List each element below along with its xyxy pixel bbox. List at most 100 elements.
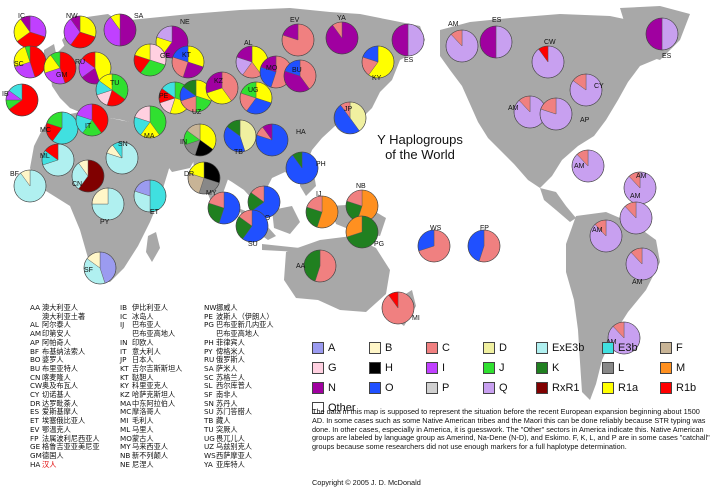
pie-cy: CY bbox=[569, 73, 604, 107]
abbreviation-row: ET 埃塞俄比亚人 bbox=[30, 416, 100, 426]
pie-label: BF bbox=[10, 171, 19, 178]
abbreviation-row: IC 冰岛人 bbox=[120, 312, 182, 322]
abbreviation-row: CY 切诺基人 bbox=[30, 390, 100, 400]
legend-label: O bbox=[385, 382, 394, 394]
abbreviation-row: KZ 哈萨克斯坦人 bbox=[120, 390, 182, 400]
abbreviation-row: SU 苏门答腊人 bbox=[204, 408, 274, 417]
pie-outline bbox=[103, 13, 137, 47]
abbreviation-code: EV bbox=[30, 424, 40, 434]
pie-outline bbox=[607, 321, 641, 355]
abbreviation-code: AA bbox=[30, 303, 41, 312]
legend-swatch bbox=[602, 342, 614, 354]
legend-swatch bbox=[536, 342, 548, 354]
legend-item-c: C bbox=[426, 342, 450, 354]
abbreviation-name: 西萨摩亚人 bbox=[216, 450, 252, 460]
abbreviation-name: 澳大利亚土著 bbox=[42, 311, 86, 321]
abbreviation-code: NE bbox=[120, 459, 130, 469]
abbreviation-name: 俄罗斯人 bbox=[216, 355, 245, 365]
abbreviation-name: 巴布亚新几内亚人 bbox=[216, 320, 274, 330]
legend-item-i: I bbox=[426, 362, 445, 374]
pie-sc: SC bbox=[13, 45, 47, 79]
pie-outline bbox=[325, 21, 359, 55]
abbreviation-name: 西尔库普人 bbox=[216, 381, 252, 391]
abbreviation-code: MO bbox=[120, 433, 132, 443]
pie-am: AM bbox=[571, 149, 605, 183]
pie-outline bbox=[41, 143, 75, 177]
pie-label: JP bbox=[344, 106, 353, 113]
map-title-line1: Y Haplogroups bbox=[377, 132, 463, 147]
legend-swatch bbox=[369, 362, 381, 374]
pie-label: SC bbox=[14, 61, 24, 68]
abbreviation-name: 爱斯基摩人 bbox=[42, 407, 78, 417]
legend-label: Q bbox=[499, 382, 508, 394]
pie-outline bbox=[571, 149, 605, 183]
pie-am: AM bbox=[623, 171, 657, 205]
abbreviation-row: RU 俄罗斯人 bbox=[204, 356, 274, 365]
abbreviation-code: YA bbox=[204, 459, 213, 469]
pie-outline bbox=[361, 45, 395, 79]
pie-outline bbox=[333, 101, 367, 135]
pie-outline bbox=[381, 291, 415, 325]
abbreviation-code: SA bbox=[204, 363, 214, 373]
pie-label: AM bbox=[508, 105, 519, 112]
legend-item-d: D bbox=[483, 342, 507, 354]
abbreviation-column-3: NW 挪威人 PE 波斯人（伊朗人） PG 巴布亚新几内亚人 巴布亚高地人 PH 菲律宾人 PY 俾… bbox=[204, 303, 274, 469]
pie-kz: KZ bbox=[205, 71, 239, 105]
pie-py: PY bbox=[91, 187, 125, 226]
pie-outline bbox=[5, 83, 39, 117]
pie-outline bbox=[531, 45, 565, 79]
abbreviation-code: NW bbox=[204, 303, 217, 312]
abbreviation-name: 蒙古人 bbox=[132, 433, 154, 443]
pie-outline bbox=[619, 201, 653, 235]
legend-swatch bbox=[312, 342, 324, 354]
abbreviation-name: 吉尔吉斯斯坦人 bbox=[132, 363, 183, 373]
abbreviation-name: 婆罗人 bbox=[42, 355, 64, 365]
abbreviation-code: PH bbox=[204, 337, 214, 347]
pie-label: SF bbox=[84, 267, 93, 274]
legend-label: N bbox=[328, 382, 336, 394]
abbreviation-code: MC bbox=[120, 407, 132, 417]
pie-ij: IJ bbox=[305, 191, 339, 229]
pie-label: MI bbox=[412, 315, 420, 322]
pie-outline bbox=[63, 15, 97, 49]
pie-outline bbox=[75, 103, 109, 137]
pie-sf: SF bbox=[83, 251, 117, 285]
abbreviation-row: MY 马来西亚人 bbox=[120, 443, 182, 452]
pie-am: AM bbox=[625, 247, 659, 286]
abbreviation-name: 波斯人（伊朗人） bbox=[216, 311, 274, 321]
legend-item-exe3b: ExE3b bbox=[536, 342, 584, 354]
legend-swatch bbox=[536, 382, 548, 394]
abbreviation-row: TU 突厥人 bbox=[204, 425, 274, 435]
pie-bf: BF bbox=[10, 169, 47, 203]
pie-label: IJ bbox=[316, 191, 321, 198]
abbreviation-row: UG 畏兀儿人 bbox=[204, 433, 274, 444]
abbreviation-code: JP bbox=[120, 355, 127, 365]
pie-outline bbox=[303, 249, 337, 283]
abbreviation-row: JP 日本人 bbox=[120, 356, 182, 365]
pie-ha: HA bbox=[255, 123, 306, 157]
pie-outline bbox=[445, 29, 479, 63]
legend-swatch bbox=[536, 362, 548, 374]
pie-cn: CN bbox=[71, 159, 105, 193]
pie-label: WS bbox=[430, 225, 442, 232]
abbreviation-code: AM bbox=[30, 329, 42, 339]
abbreviation-row: KT 吉尔吉斯斯坦人 bbox=[120, 363, 183, 374]
pie-outline bbox=[645, 17, 679, 51]
abbreviation-code: SC bbox=[204, 372, 214, 382]
abbreviation-code: SN bbox=[204, 398, 214, 408]
pie-tu: TU bbox=[95, 73, 129, 107]
abbreviation-row: AA 澳大利亚人 bbox=[30, 303, 100, 313]
legend-item-l: L bbox=[602, 362, 624, 374]
abbreviation-name: 巴布亚人 bbox=[132, 320, 161, 330]
abbreviation-row: HA 汉人 bbox=[30, 460, 100, 470]
abbreviation-code: UG bbox=[204, 433, 215, 443]
pie-uz: UZ bbox=[179, 79, 213, 116]
abbreviation-row: ML 马里人 bbox=[120, 425, 182, 435]
legend-label: D bbox=[499, 342, 507, 354]
pie-label: GE bbox=[160, 53, 170, 60]
abbreviation-row: TB 藏人 bbox=[204, 416, 274, 426]
pie-label: AM bbox=[574, 163, 585, 170]
abbreviation-name: 巴布亚高地人 bbox=[132, 329, 176, 339]
pie-ib: IB bbox=[2, 83, 39, 117]
